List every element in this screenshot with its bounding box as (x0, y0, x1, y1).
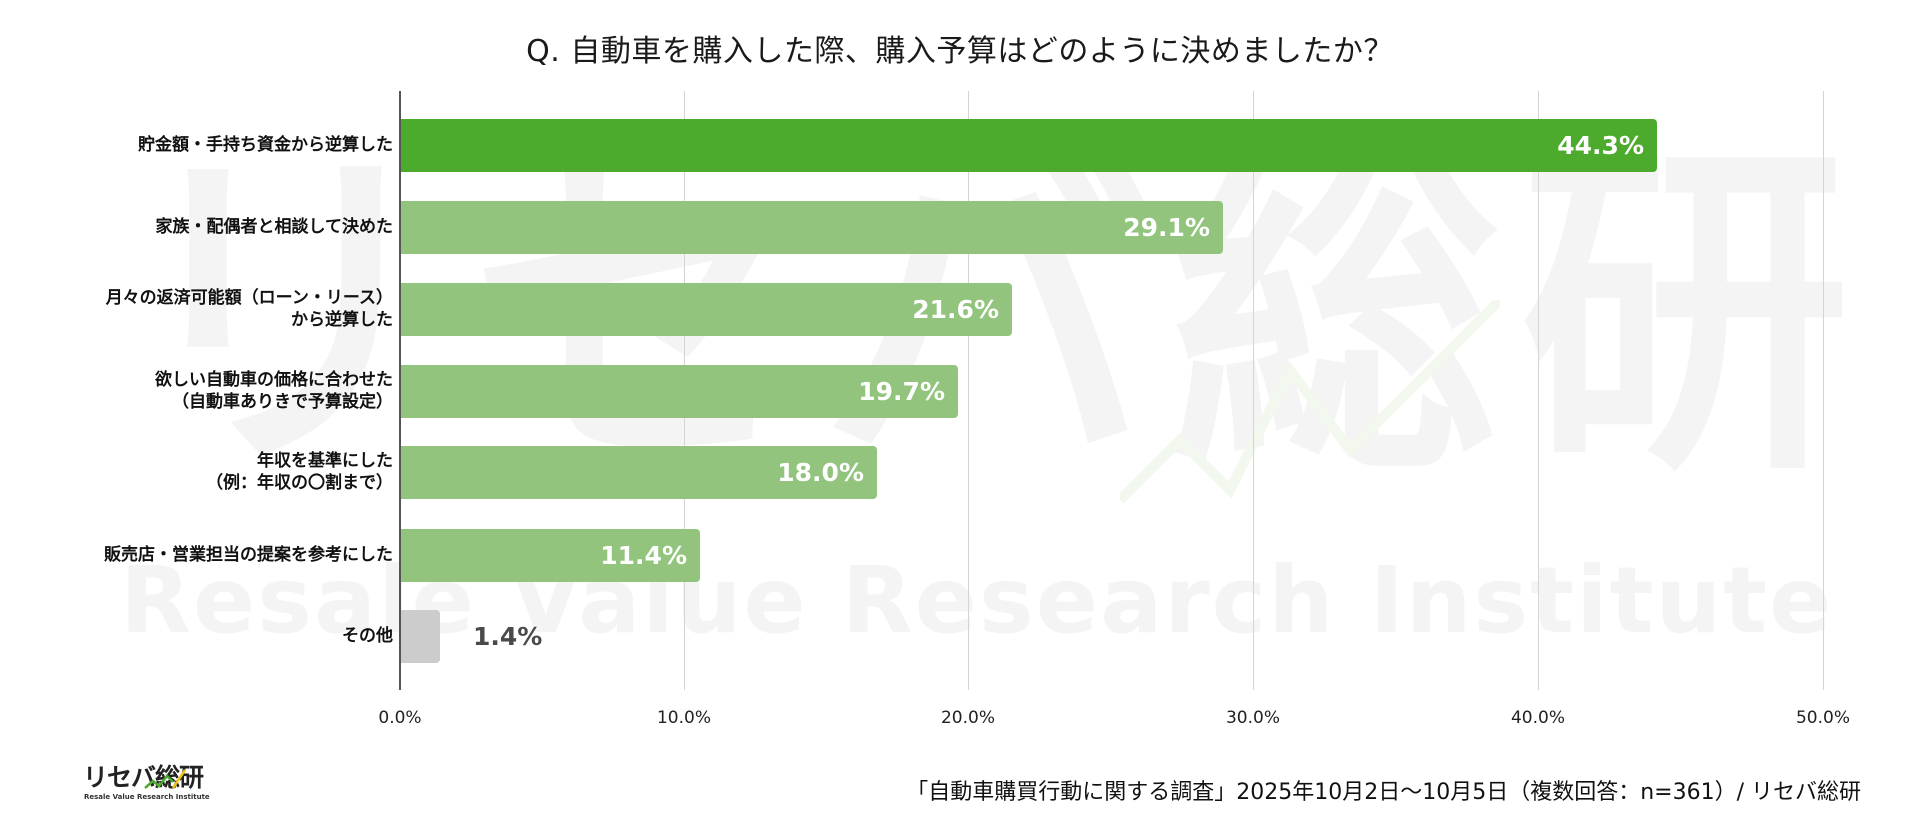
category-label-line: （自動車ありきで予算設定） (172, 392, 393, 412)
bar-value-label: 44.3% (1557, 131, 1644, 160)
x-tick-label: 30.0% (1225, 708, 1280, 728)
bar-value-label: 11.4% (600, 541, 687, 570)
category-label: 欲しい自動車の価格に合わせた （自動車ありきで予算設定） (13, 369, 393, 413)
bar-dealer-proposal: 11.4% (400, 529, 700, 582)
x-tick-label: 50.0% (1795, 708, 1850, 728)
bar-value-label: 21.6% (912, 295, 999, 324)
category-label-line: その他 (342, 626, 393, 646)
gridline-40 (1538, 91, 1539, 690)
logo-zigzag-icon (144, 769, 187, 789)
bar-savings: 44.3% (400, 119, 1657, 172)
bar-value-label: 19.7% (858, 377, 945, 406)
logo-text: リセバ総研 (83, 763, 204, 792)
category-label-line: （例：年収の〇割まで） (206, 473, 393, 493)
chart-title: Q. 自動車を購入した際、購入予算はどのように決めましたか？ (526, 34, 1394, 69)
bar-monthly-payment: 21.6% (400, 283, 1012, 336)
bar-other (400, 610, 440, 663)
category-label-line: 販売店・営業担当の提案を参考にした (104, 545, 393, 565)
category-label-line: から逆算した (291, 310, 393, 330)
category-label-line: 欲しい自動車の価格に合わせた (155, 370, 393, 390)
bar-annual-income: 18.0% (400, 446, 877, 499)
category-label: 販売店・営業担当の提案を参考にした (13, 544, 393, 566)
bar-value-label: 18.0% (777, 458, 864, 487)
gridline-50 (1823, 91, 1824, 690)
bar-value-label-other: 1.4% (473, 622, 543, 651)
y-axis-line (399, 91, 401, 690)
x-tick-label: 10.0% (656, 708, 711, 728)
x-tick-label: 0.0% (378, 708, 422, 728)
bar-car-price: 19.7% (400, 365, 958, 418)
source-note: 「自動車購買行動に関する調査」2025年10月2日〜10月5日（複数回答：n=3… (906, 780, 1861, 805)
category-label: 年収を基準にした （例：年収の〇割まで） (13, 450, 393, 494)
watermark-zigzag-icon (1120, 300, 1500, 504)
gridline-30 (1253, 91, 1254, 690)
category-label: その他 (13, 625, 393, 647)
category-label: 貯金額・手持ち資金から逆算した (13, 134, 393, 156)
category-label-line: 貯金額・手持ち資金から逆算した (138, 135, 393, 155)
category-label-line: 月々の返済可能額（ローン・リース） (105, 288, 393, 308)
category-label: 家族・配偶者と相談して決めた (13, 216, 394, 238)
category-label-line: 家族・配偶者と相談して決めた (155, 217, 394, 237)
category-label-line: 年収を基準にした (257, 451, 393, 471)
gridline-20 (968, 91, 969, 690)
brand-logo: リセバ総研 Resale Value Research Institute (83, 764, 213, 804)
x-tick-label: 20.0% (940, 708, 995, 728)
x-tick-label: 40.0% (1510, 708, 1565, 728)
bar-value-label: 29.1% (1123, 213, 1210, 242)
logo-subtitle: Resale Value Research Institute (84, 793, 210, 801)
category-label: 月々の返済可能額（ローン・リース） から逆算した (13, 287, 393, 331)
bar-family: 29.1% (400, 201, 1223, 254)
